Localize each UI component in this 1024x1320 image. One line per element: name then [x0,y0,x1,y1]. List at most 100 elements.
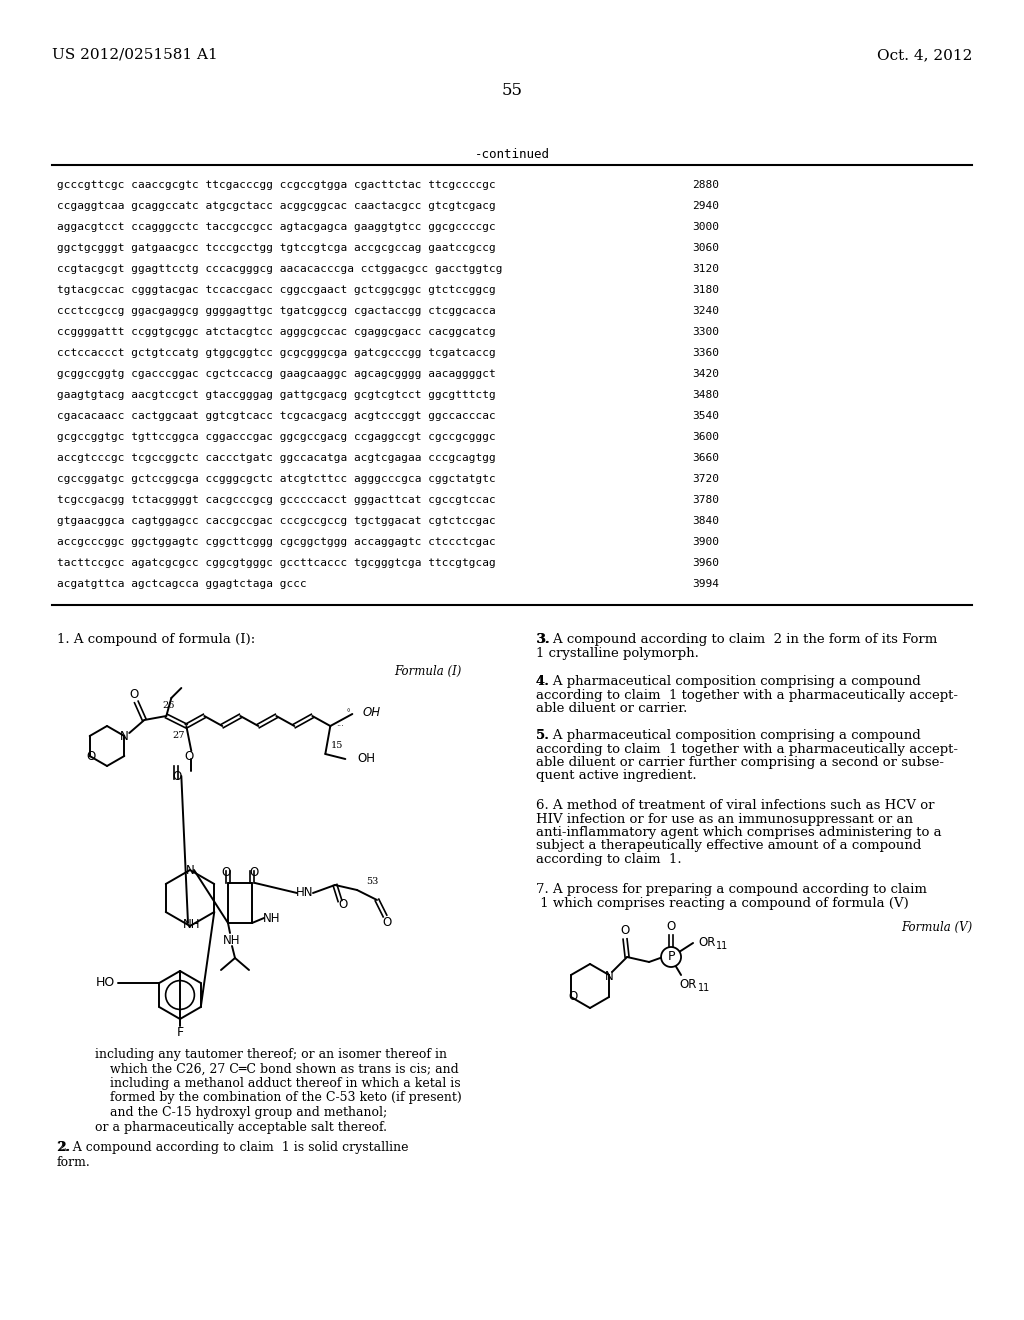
Text: N: N [605,969,613,982]
Text: 3240: 3240 [692,306,719,315]
Text: gtgaacggca cagtggagcc caccgccgac cccgccgccg tgctggacat cgtctccgac: gtgaacggca cagtggagcc caccgccgac cccgccg… [57,516,496,525]
Text: 3480: 3480 [692,389,719,400]
Text: ⁽⁾: ⁽⁾ [346,708,350,717]
Text: gcgccggtgc tgttccggca cggacccgac ggcgccgacg ccgaggccgt cgccgcgggc: gcgccggtgc tgttccggca cggacccgac ggcgccg… [57,432,496,442]
Text: accgtcccgc tcgccggctc caccctgatc ggccacatga acgtcgagaa cccgcagtgg: accgtcccgc tcgccggctc caccctgatc ggccaca… [57,453,496,463]
Text: HN: HN [296,887,313,899]
Text: O: O [130,689,139,701]
Text: O: O [667,920,676,932]
Text: 4.: 4. [536,675,550,688]
Text: gcccgttcgc caaccgcgtc ttcgacccgg ccgccgtgga cgacttctac ttcgccccgc: gcccgttcgc caaccgcgtc ttcgacccgg ccgccgt… [57,180,496,190]
Circle shape [662,946,681,968]
Text: gaagtgtacg aacgtccgct gtaccgggag gattgcgacg gcgtcgtcct ggcgtttctg: gaagtgtacg aacgtccgct gtaccgggag gattgcg… [57,389,496,400]
Text: 2880: 2880 [692,180,719,190]
Text: tgtacgccac cgggtacgac tccaccgacc cggccgaact gctcggcggc gtctccggcg: tgtacgccac cgggtacgac tccaccgacc cggccga… [57,285,496,294]
Text: form.: form. [57,1155,91,1168]
Text: which the C26, 27 C═C bond shown as trans is cis; and: which the C26, 27 C═C bond shown as tran… [110,1063,459,1076]
Text: 3360: 3360 [692,348,719,358]
Text: P: P [668,950,675,964]
Text: 27: 27 [172,731,184,741]
Text: 3060: 3060 [692,243,719,253]
Text: 15: 15 [331,742,343,751]
Text: ccgtacgcgt ggagttcctg cccacgggcg aacacacccga cctggacgcc gacctggtcg: ccgtacgcgt ggagttcctg cccacgggcg aacacac… [57,264,503,275]
Text: able diluent or carrier further comprising a second or subse-: able diluent or carrier further comprisi… [536,756,944,770]
Text: 11: 11 [698,983,711,993]
Text: 1 which comprises reacting a compound of formula (V): 1 which comprises reacting a compound of… [536,896,908,909]
Text: 3300: 3300 [692,327,719,337]
Text: 7. A process for preparing a compound according to claim: 7. A process for preparing a compound ac… [536,883,927,896]
Text: N: N [185,863,195,876]
Text: Formula (I): Formula (I) [394,665,462,678]
Text: O: O [250,866,259,879]
Text: OR: OR [679,978,696,990]
Text: HIV infection or for use as an immunosuppressant or an: HIV infection or for use as an immunosup… [536,813,913,825]
Text: O: O [621,924,630,937]
Text: and the C-15 hydroxyl group and methanol;: and the C-15 hydroxyl group and methanol… [110,1106,387,1119]
Text: NH: NH [263,912,281,924]
Text: gcggccggtg cgacccggac cgctccaccg gaagcaaggc agcagcgggg aacaggggct: gcggccggtg cgacccggac cgctccaccg gaagcaa… [57,370,496,379]
Text: 2. A compound according to claim  1 is solid crystalline: 2. A compound according to claim 1 is so… [57,1140,409,1154]
Text: F: F [176,1027,183,1040]
Text: 11: 11 [716,941,728,950]
Text: ccggggattt ccggtgcggc atctacgtcc agggcgccac cgaggcgacc cacggcatcg: ccggggattt ccggtgcggc atctacgtcc agggcgc… [57,327,496,337]
Text: able diluent or carrier.: able diluent or carrier. [536,702,687,715]
Text: O: O [173,771,182,784]
Text: accgcccggc ggctggagtc cggcttcggg cgcggctggg accaggagtc ctccctcgac: accgcccggc ggctggagtc cggcttcggg cgcggct… [57,537,496,546]
Text: 26: 26 [162,701,174,710]
Text: or a pharmaceutically acceptable salt thereof.: or a pharmaceutically acceptable salt th… [95,1121,387,1134]
Text: O: O [86,750,95,763]
Text: 53: 53 [366,878,378,887]
Text: tcgccgacgg tctacggggt cacgcccgcg gcccccacct gggacttcat cgccgtccac: tcgccgacgg tctacggggt cacgcccgcg gccccca… [57,495,496,506]
Text: O: O [221,866,230,879]
Text: cgacacaacc cactggcaat ggtcgtcacc tcgcacgacg acgtcccggt ggccacccac: cgacacaacc cactggcaat ggtcgtcacc tcgcacg… [57,411,496,421]
Text: ccgaggtcaa gcaggccatc atgcgctacc acggcggcac caactacgcc gtcgtcgacg: ccgaggtcaa gcaggccatc atgcgctacc acggcgg… [57,201,496,211]
Text: quent active ingredient.: quent active ingredient. [536,770,696,783]
Text: 3840: 3840 [692,516,719,525]
Text: Formula (V): Formula (V) [901,921,972,935]
Text: according to claim  1 together with a pharmaceutically accept-: according to claim 1 together with a pha… [536,742,958,755]
Text: N: N [120,730,129,742]
Text: US 2012/0251581 A1: US 2012/0251581 A1 [52,48,218,62]
Text: O: O [184,751,194,763]
Text: 3540: 3540 [692,411,719,421]
Text: cctccaccct gctgtccatg gtggcggtcc gcgcgggcga gatcgcccgg tcgatcaccg: cctccaccct gctgtccatg gtggcggtcc gcgcggg… [57,348,496,358]
Text: according to claim  1 together with a pharmaceutically accept-: according to claim 1 together with a pha… [536,689,958,701]
Text: 3. A compound according to claim  2 in the form of its Form: 3. A compound according to claim 2 in th… [536,634,937,645]
Text: 5. A pharmaceutical composition comprising a compound: 5. A pharmaceutical composition comprisi… [536,729,921,742]
Text: 6. A method of treatment of viral infections such as HCV or: 6. A method of treatment of viral infect… [536,799,935,812]
Text: ...: ... [336,719,344,729]
Text: according to claim  1.: according to claim 1. [536,853,682,866]
Text: 55: 55 [502,82,522,99]
Text: 1. A compound of formula (I):: 1. A compound of formula (I): [57,634,255,645]
Text: 3994: 3994 [692,579,719,589]
Text: Oct. 4, 2012: Oct. 4, 2012 [877,48,972,62]
Text: cgccggatgc gctccggcga ccgggcgctc atcgtcttcc agggcccgca cggctatgtc: cgccggatgc gctccggcga ccgggcgctc atcgtct… [57,474,496,484]
Text: 3600: 3600 [692,432,719,442]
Text: including any tautomer thereof; or an isomer thereof in: including any tautomer thereof; or an is… [95,1048,447,1061]
Text: anti-inflammatory agent which comprises administering to a: anti-inflammatory agent which comprises … [536,826,942,840]
Text: -continued: -continued [474,148,550,161]
Text: OH: OH [362,705,381,718]
Text: subject a therapeutically effective amount of a compound: subject a therapeutically effective amou… [536,840,922,853]
Text: aggacgtcct ccagggcctc taccgccgcc agtacgagca gaaggtgtcc ggcgccccgc: aggacgtcct ccagggcctc taccgccgcc agtacga… [57,222,496,232]
Text: OR: OR [698,936,716,949]
Text: tacttccgcc agatcgcgcc cggcgtgggc gccttcaccc tgcgggtcga ttccgtgcag: tacttccgcc agatcgcgcc cggcgtgggc gccttca… [57,558,496,568]
Text: 3660: 3660 [692,453,719,463]
Text: 3120: 3120 [692,264,719,275]
Text: O: O [338,899,347,912]
Text: including a methanol adduct thereof in which a ketal is: including a methanol adduct thereof in w… [110,1077,461,1090]
Text: 3960: 3960 [692,558,719,568]
Text: OH: OH [357,752,376,766]
Text: 3000: 3000 [692,222,719,232]
Text: 3420: 3420 [692,370,719,379]
Text: O: O [568,990,578,1003]
Text: 2.: 2. [57,1140,70,1154]
Text: 3180: 3180 [692,285,719,294]
Text: NH: NH [223,935,241,948]
Text: ggctgcgggt gatgaacgcc tcccgcctgg tgtccgtcga accgcgccag gaatccgccg: ggctgcgggt gatgaacgcc tcccgcctgg tgtccgt… [57,243,496,253]
Text: 3900: 3900 [692,537,719,546]
Text: 5.: 5. [536,729,550,742]
Text: 3.: 3. [536,634,550,645]
Text: 2940: 2940 [692,201,719,211]
Text: acgatgttca agctcagcca ggagtctaga gccc: acgatgttca agctcagcca ggagtctaga gccc [57,579,307,589]
